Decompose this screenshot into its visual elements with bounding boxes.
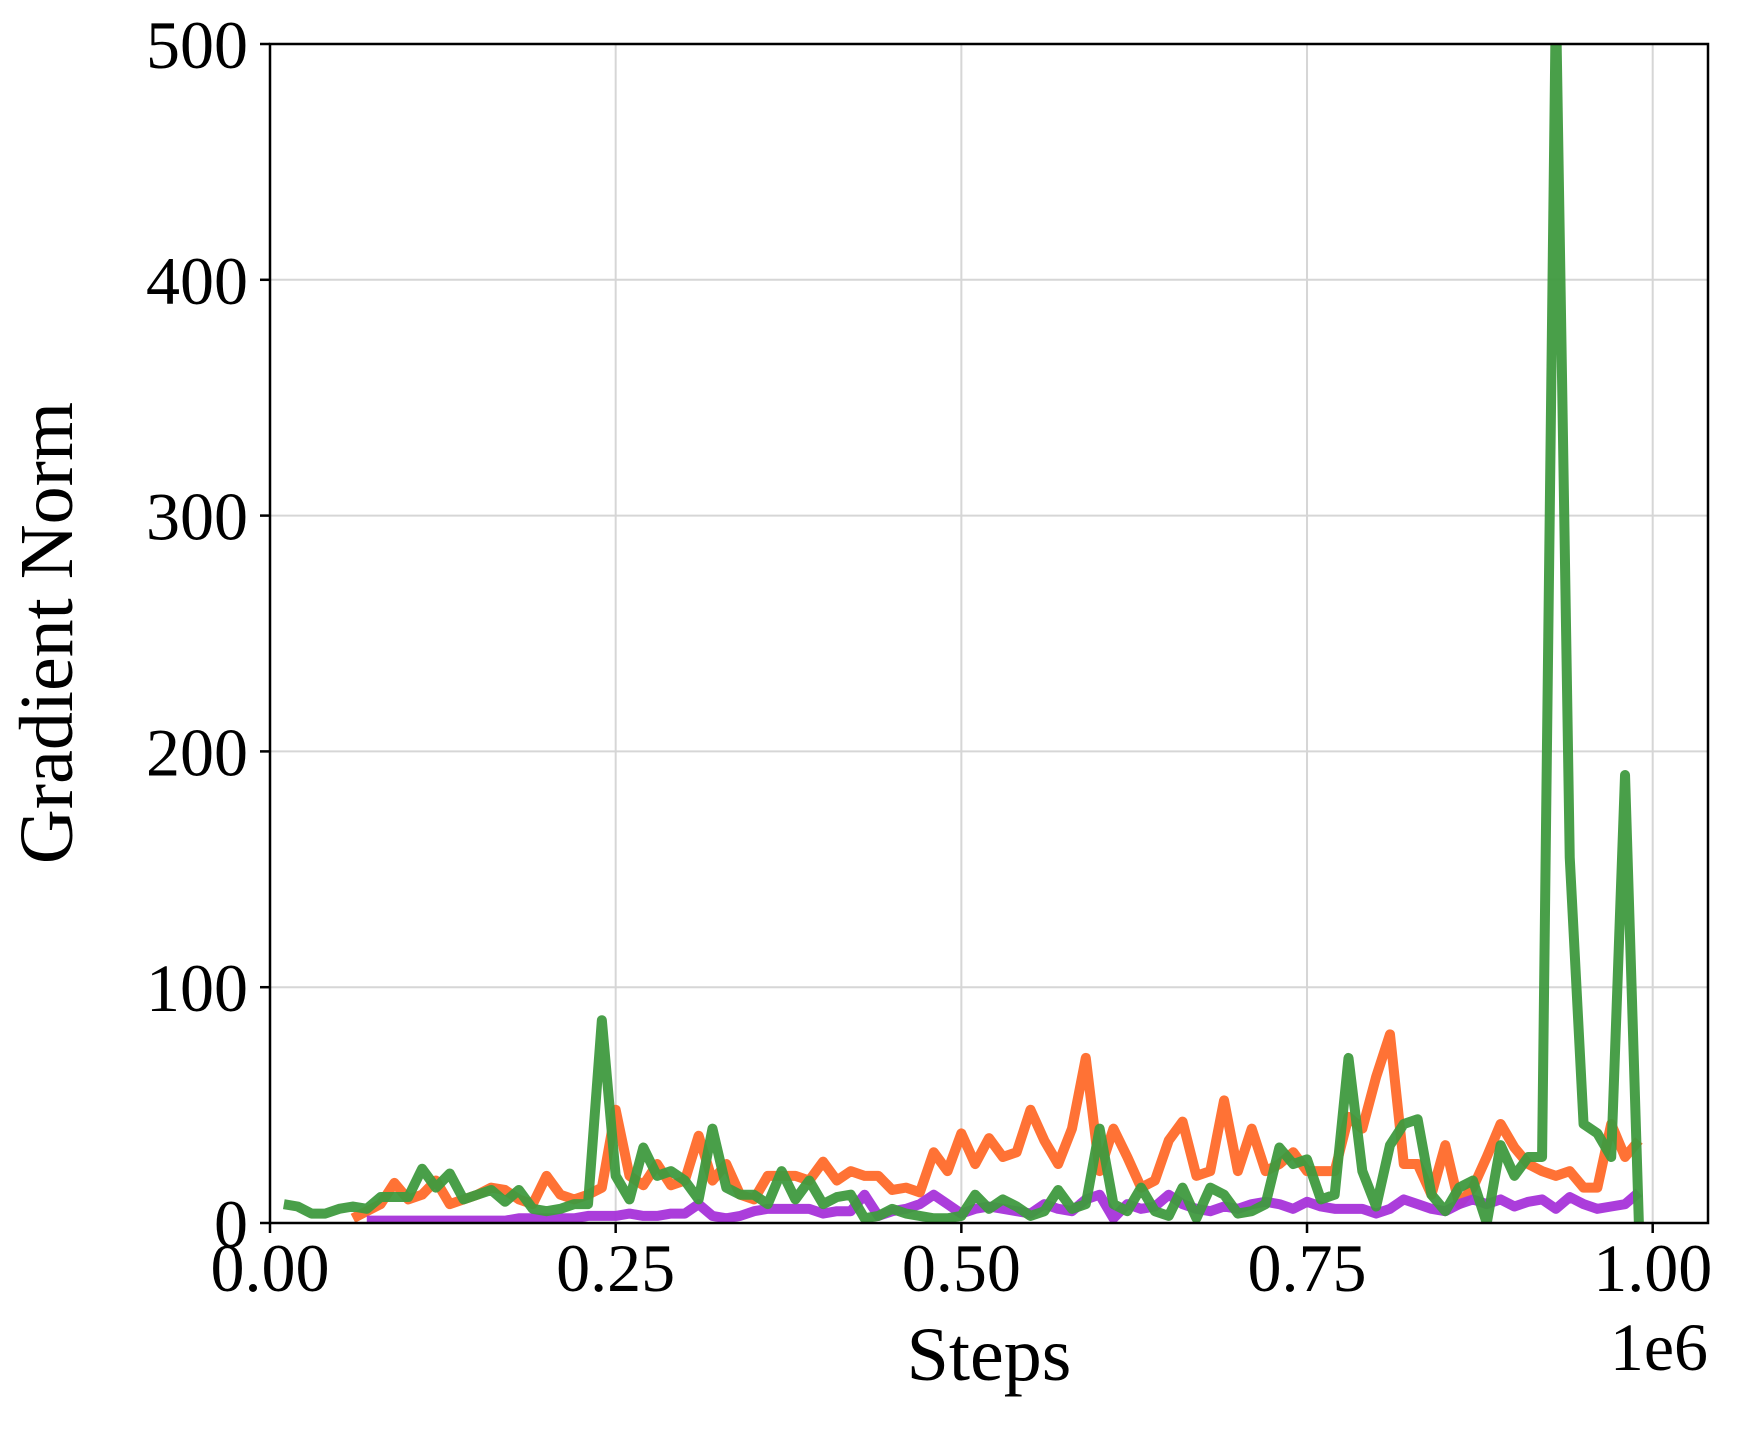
x-tick-label: 1.00 — [1593, 1230, 1712, 1306]
y-tick-label: 300 — [146, 479, 248, 555]
x-tick-label: 0.25 — [556, 1230, 675, 1306]
y-tick-label: 0 — [214, 1186, 248, 1262]
y-tick-label: 100 — [146, 950, 248, 1026]
x-axis-label: Steps — [907, 1313, 1072, 1397]
y-axis-label: Gradient Norm — [5, 402, 89, 864]
x-tick-label: 0.00 — [211, 1230, 330, 1306]
plot-area — [282, 44, 1644, 1223]
x-tick-label: 0.50 — [902, 1230, 1021, 1306]
x-offset-label: 1e6 — [1610, 1309, 1708, 1385]
series-line — [282, 44, 1644, 1223]
ticks: 0 100 200 300 400 500 0.00 0.25 0.50 0.75 1.00 — [146, 7, 1712, 1306]
x-tick-label: 0.75 — [1248, 1230, 1367, 1306]
y-tick-label: 400 — [146, 243, 248, 319]
series-line — [350, 1029, 1643, 1223]
series-line — [366, 1188, 1643, 1223]
grid — [269, 43, 1708, 1224]
y-tick-label: 200 — [146, 714, 248, 790]
y-tick-label: 500 — [146, 7, 248, 83]
axes-frame — [268, 42, 1710, 1225]
